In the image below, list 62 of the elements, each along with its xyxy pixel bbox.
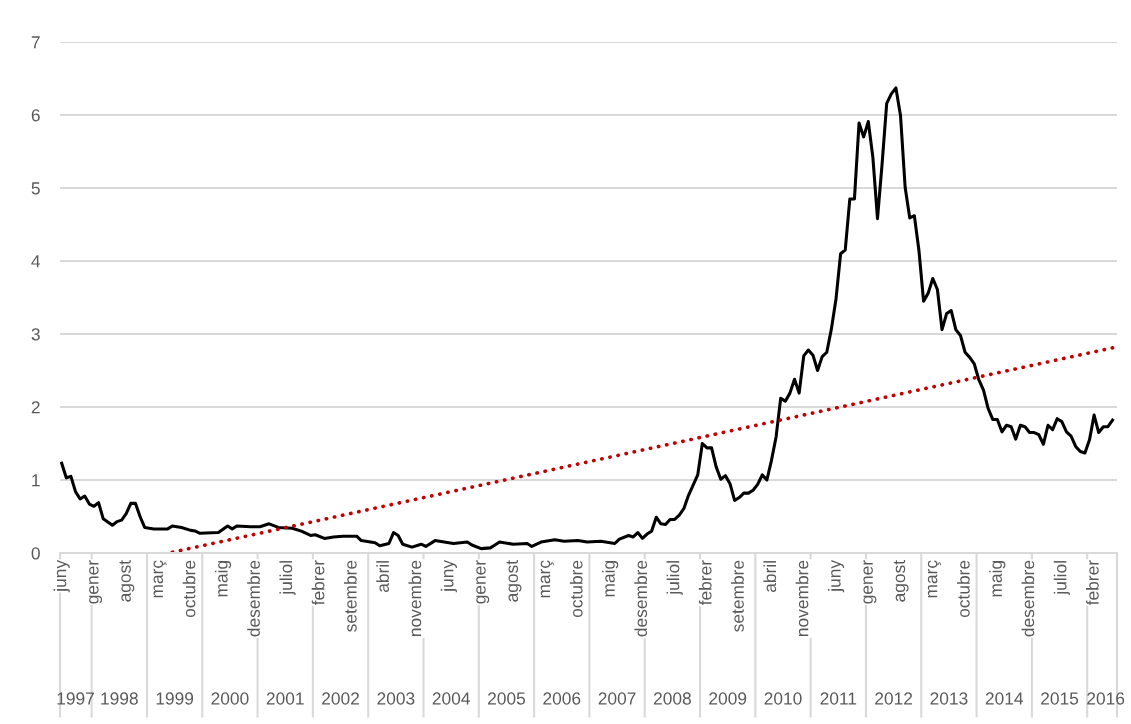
x2-tick-label: 2007 — [598, 692, 636, 705]
x-tick-label: març — [153, 560, 167, 598]
x-tick-label: desembre — [1021, 560, 1035, 637]
x-tick-label: febrer — [1086, 560, 1099, 606]
x-tick-label: març — [540, 560, 554, 598]
x2-tick-label: 2009 — [709, 692, 747, 705]
x2-tick-label: 2010 — [764, 692, 802, 705]
x-tick-label: febrer — [698, 560, 712, 606]
y-tick-label: 2 — [31, 401, 40, 414]
x2-tick-label: 2015 — [1041, 692, 1079, 705]
x-tick-label: maig — [989, 561, 1006, 597]
y-tick-label: 0 — [31, 547, 40, 560]
x2-tick-label: 1997 — [57, 692, 94, 705]
x-tick-label: juliol — [666, 561, 683, 596]
x2-tick-label: 2014 — [985, 692, 1024, 705]
x-tick-label: maig — [602, 561, 619, 597]
x-tick-label: abril — [376, 561, 389, 593]
x2-tick-label: 2012 — [875, 692, 913, 705]
x-tick-label: gener — [863, 560, 877, 604]
y-tick-label: 5 — [31, 182, 40, 195]
x-tick-label: juliol — [1053, 561, 1070, 596]
x-tick-label: febrer — [311, 560, 325, 606]
x2-tick-label: 2003 — [377, 692, 415, 705]
x-tick-label: novembre — [408, 560, 422, 636]
x-tick-label: desembre — [247, 560, 260, 637]
x-tick-label: setembre — [731, 560, 744, 632]
x2-tick-label: 2011 — [820, 692, 857, 705]
x2-tick-label: 2000 — [211, 692, 249, 705]
x-tick-label: agost — [119, 560, 135, 602]
x2-tick-label: 2008 — [653, 692, 691, 705]
x-tick-label: novembre — [795, 560, 809, 636]
x2-tick-label: 2006 — [543, 692, 581, 705]
x-tick-label: octubre — [956, 560, 970, 618]
x-tick-label: agost — [893, 560, 909, 602]
x-tick-label: març — [927, 560, 941, 598]
x-tick-label: octubre — [569, 560, 583, 618]
x-tick-label: setembre — [343, 560, 357, 632]
x-tick-label: juliol — [279, 561, 296, 596]
x2-tick-label: 1998 — [101, 692, 138, 705]
y-tick-label: 6 — [31, 109, 40, 122]
x-tick-label: octubre — [182, 560, 196, 618]
x-tick-label: gener — [89, 560, 103, 604]
x2-tick-label: 1999 — [156, 692, 194, 705]
x-tick-label: maig — [214, 561, 232, 597]
x2-tick-label: 2005 — [488, 692, 526, 705]
y-tick-label: 3 — [31, 328, 40, 341]
line-series — [60, 86, 1115, 551]
x-tick-label: juny — [440, 559, 457, 593]
x-tick-label: juny — [827, 559, 845, 593]
x-tick-label: agost — [506, 560, 522, 602]
x-tick-label: desembre — [634, 560, 648, 637]
y-tick-label: 7 — [31, 36, 40, 49]
x2-tick-label: 2004 — [432, 692, 470, 705]
x2-tick-label: 2002 — [322, 692, 359, 705]
x2-tick-label: 2001 — [266, 692, 304, 705]
x2-tick-label: 2016 — [1087, 692, 1125, 705]
x-tick-label: gener — [476, 560, 490, 604]
x2-tick-label: 2013 — [930, 692, 968, 705]
y-tick-label: 4 — [31, 255, 41, 268]
y-tick-label: 1 — [32, 474, 40, 487]
x-tick-label: juny — [53, 559, 70, 593]
x-tick-label: abril — [763, 561, 777, 593]
